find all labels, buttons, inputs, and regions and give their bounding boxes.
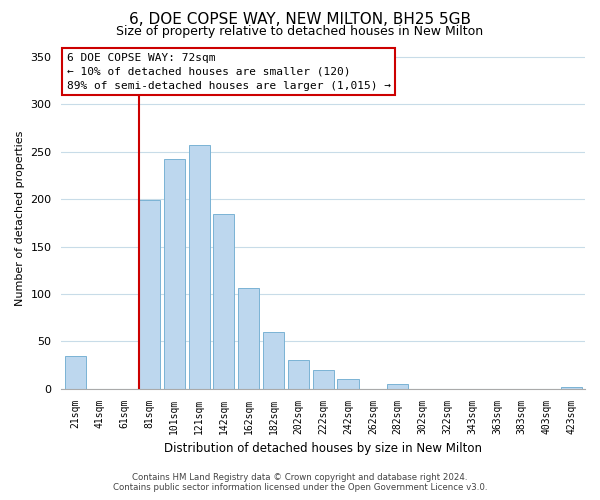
Bar — [139, 200, 160, 388]
Bar — [337, 379, 359, 388]
Bar — [288, 360, 309, 388]
Bar — [164, 160, 185, 388]
Bar — [313, 370, 334, 388]
Bar — [387, 384, 408, 388]
Text: 6, DOE COPSE WAY, NEW MILTON, BH25 5GB: 6, DOE COPSE WAY, NEW MILTON, BH25 5GB — [129, 12, 471, 28]
Bar — [65, 356, 86, 388]
X-axis label: Distribution of detached houses by size in New Milton: Distribution of detached houses by size … — [164, 442, 482, 455]
Text: 6 DOE COPSE WAY: 72sqm
← 10% of detached houses are smaller (120)
89% of semi-de: 6 DOE COPSE WAY: 72sqm ← 10% of detached… — [67, 52, 391, 90]
Bar — [263, 332, 284, 388]
Text: Size of property relative to detached houses in New Milton: Size of property relative to detached ho… — [116, 25, 484, 38]
Y-axis label: Number of detached properties: Number of detached properties — [15, 130, 25, 306]
Bar — [238, 288, 259, 388]
Bar — [561, 387, 582, 388]
Text: Contains HM Land Registry data © Crown copyright and database right 2024.
Contai: Contains HM Land Registry data © Crown c… — [113, 473, 487, 492]
Bar — [214, 214, 235, 388]
Bar — [188, 145, 209, 388]
